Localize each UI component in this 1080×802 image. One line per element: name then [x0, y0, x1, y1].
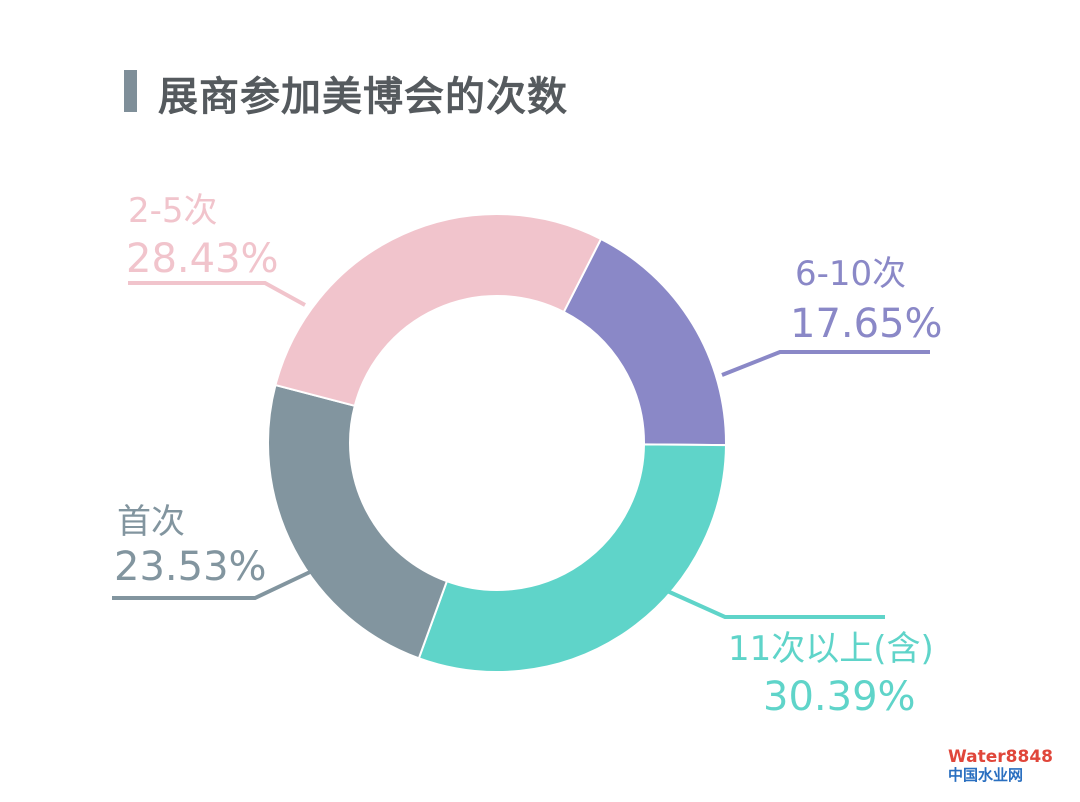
slice-label-3: 2-5次	[128, 191, 218, 231]
watermark-logo: Water8848 中国水业网	[948, 747, 1053, 784]
title-accent-bar	[124, 70, 137, 112]
donut-slice-2	[267, 383, 449, 660]
slice-value-label-0: 17.65%	[790, 301, 943, 347]
leader-line-0	[721, 350, 930, 377]
leader-line-1	[664, 588, 885, 619]
donut-slice-3	[274, 213, 603, 408]
leader-line-3	[128, 281, 306, 307]
leader-line-2	[112, 570, 311, 600]
slice-value-label-1: 30.39%	[763, 674, 916, 720]
donut-slice-1	[417, 443, 728, 673]
slice-value-label-3: 28.43%	[126, 236, 279, 282]
slice-label-2: 首次	[117, 502, 185, 542]
slice-label-1: 11次以上(含)	[728, 629, 934, 669]
slice-value-label-2: 23.53%	[114, 544, 267, 590]
slice-label-0: 6-10次	[795, 254, 906, 294]
chart-title: 展商参加美博会的次数	[158, 74, 568, 120]
donut-slice-0	[562, 237, 727, 447]
